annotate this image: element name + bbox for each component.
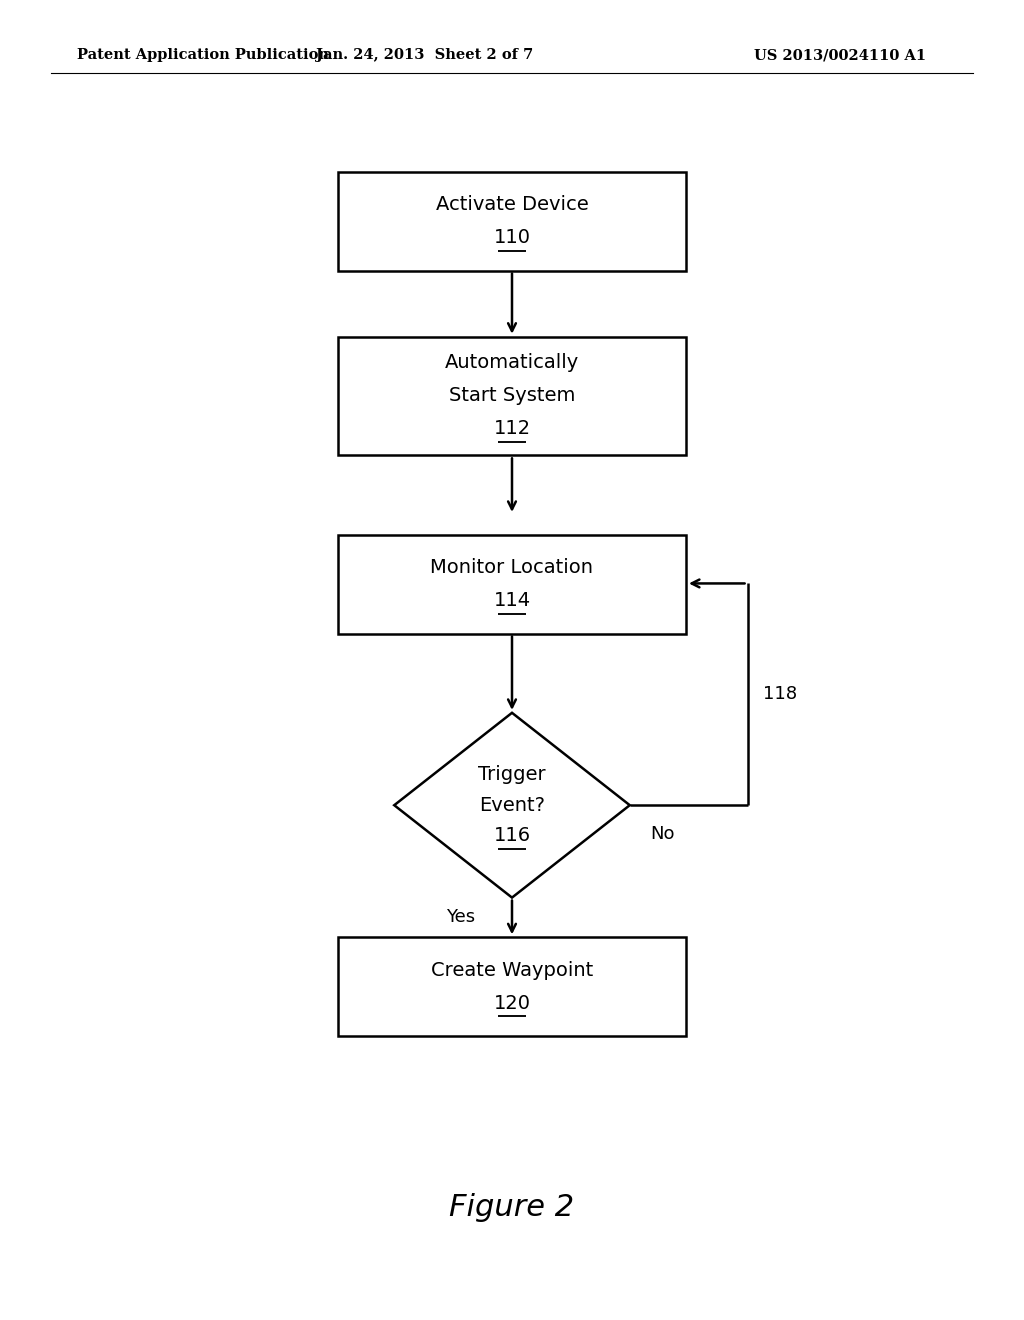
Text: No: No xyxy=(650,825,675,843)
Text: 112: 112 xyxy=(494,420,530,438)
Text: Start System: Start System xyxy=(449,387,575,405)
Text: Figure 2: Figure 2 xyxy=(450,1193,574,1222)
Text: 120: 120 xyxy=(494,994,530,1012)
Text: 116: 116 xyxy=(494,826,530,845)
Text: Monitor Location: Monitor Location xyxy=(430,558,594,577)
Text: US 2013/0024110 A1: US 2013/0024110 A1 xyxy=(754,49,926,62)
Text: Activate Device: Activate Device xyxy=(435,195,589,214)
Text: Jan. 24, 2013  Sheet 2 of 7: Jan. 24, 2013 Sheet 2 of 7 xyxy=(316,49,534,62)
Bar xyxy=(338,937,686,1036)
Bar xyxy=(338,535,686,634)
Text: Trigger: Trigger xyxy=(478,766,546,784)
Polygon shape xyxy=(394,713,630,898)
Text: Event?: Event? xyxy=(479,796,545,814)
Text: Yes: Yes xyxy=(446,908,475,927)
Text: Create Waypoint: Create Waypoint xyxy=(431,961,593,979)
Text: 114: 114 xyxy=(494,591,530,610)
Bar xyxy=(338,172,686,271)
Text: 118: 118 xyxy=(763,685,797,704)
Text: 110: 110 xyxy=(494,228,530,247)
Bar xyxy=(338,337,686,455)
Text: Patent Application Publication: Patent Application Publication xyxy=(77,49,329,62)
Text: Automatically: Automatically xyxy=(444,354,580,372)
